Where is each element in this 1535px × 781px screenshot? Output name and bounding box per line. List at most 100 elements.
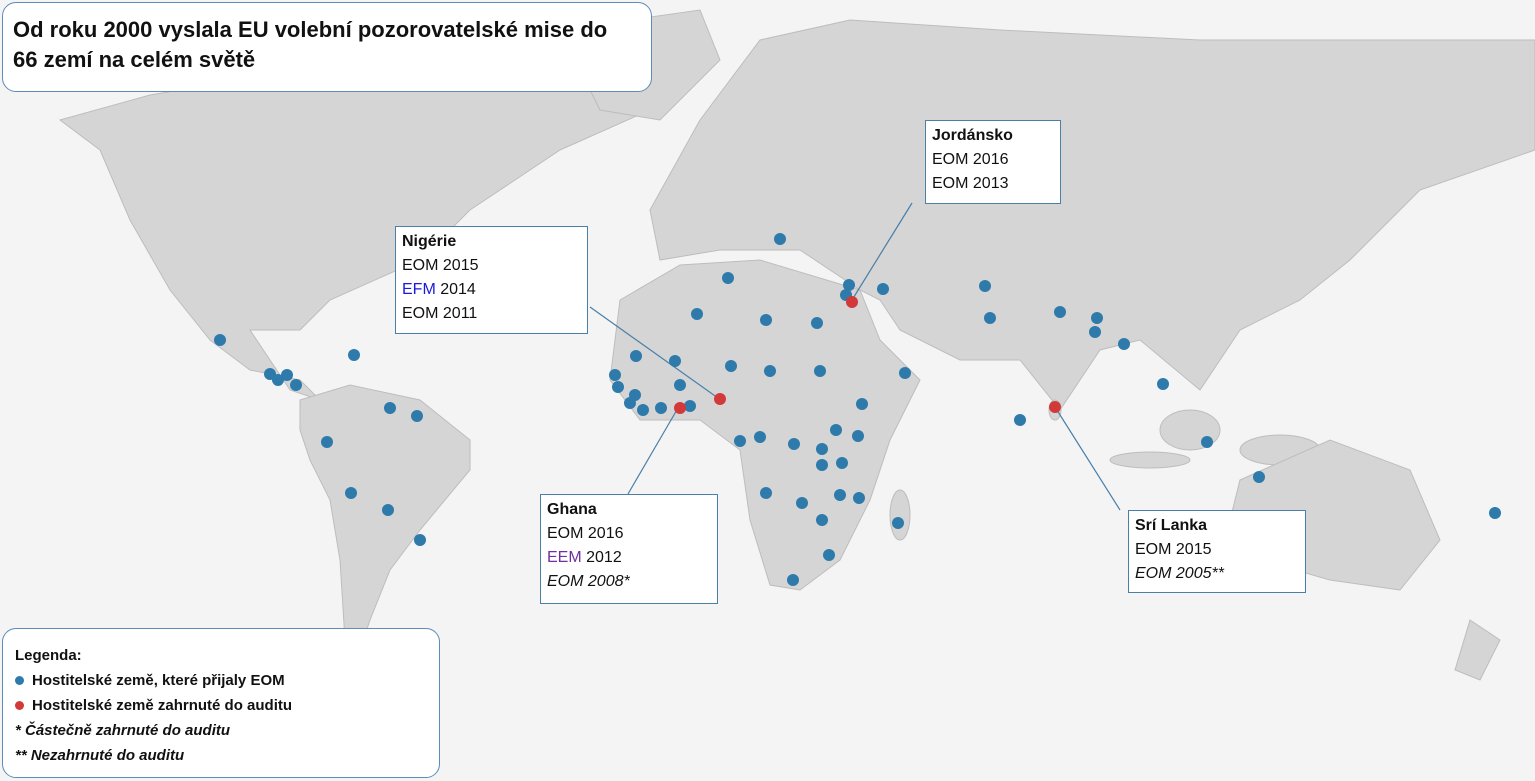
callout: Jordánsko EOM 2016 EOM 2013: [925, 120, 1061, 204]
audit-markers: [674, 296, 1061, 414]
mission-code: EOM: [547, 573, 584, 590]
mission-year: 2015: [1175, 541, 1212, 558]
country-marker: [856, 398, 868, 410]
legend-note: * Částečně zahrnuté do auditu: [15, 722, 231, 739]
audited-country-marker: [714, 393, 726, 405]
country-marker: [984, 312, 996, 324]
country-marker: [612, 381, 624, 393]
legend-item: Hostitelské země, které přijaly EOM: [15, 668, 427, 693]
country-marker: [892, 517, 904, 529]
callout-line: EOM 2008*: [547, 570, 711, 594]
country-marker: [411, 410, 423, 422]
country-marker: [674, 379, 686, 391]
mission-year: 2005**: [1175, 565, 1224, 582]
callout-line: EOM 2011: [402, 302, 581, 326]
country-marker: [734, 435, 746, 447]
country-marker: [722, 272, 734, 284]
callout-country: Jordánsko: [932, 127, 1013, 144]
country-marker: [760, 487, 772, 499]
country-marker: [811, 317, 823, 329]
mission-code: EOM: [402, 257, 439, 274]
country-marker: [1091, 312, 1103, 324]
country-marker: [272, 374, 284, 386]
country-marker: [1157, 378, 1169, 390]
country-marker: [290, 379, 302, 391]
country-marker: [1118, 338, 1130, 350]
legend-note: ** Nezahrnuté do auditu: [15, 747, 185, 764]
mission-year: 2012: [586, 549, 622, 566]
title: Od roku 2000 vyslala EU volební pozorova…: [13, 17, 608, 72]
mission-code: EFM: [402, 281, 436, 298]
callout-country: Nigérie: [402, 233, 457, 250]
country-marker: [1089, 326, 1101, 338]
legend-swatch: [15, 676, 24, 685]
country-marker: [816, 443, 828, 455]
country-marker: [1054, 306, 1066, 318]
country-marker: [609, 369, 621, 381]
country-marker: [830, 424, 842, 436]
country-marker: [691, 308, 703, 320]
country-marker: [899, 367, 911, 379]
leader-lines: [589, 202, 1121, 511]
leader-line: [589, 306, 719, 399]
callout: Ghana EOM 2016 EEM 2012 EOM 2008*: [540, 494, 718, 604]
country-marker: [754, 431, 766, 443]
country-marker: [321, 436, 333, 448]
legend-label: Hostitelské země, které přijaly EOM: [32, 672, 285, 689]
country-marker: [624, 397, 636, 409]
country-marker: [816, 514, 828, 526]
eom-markers: [214, 233, 1501, 586]
land: [58, 9, 1535, 681]
mission-year: 2014: [440, 281, 476, 298]
country-marker: [853, 492, 865, 504]
mission-year: 2011: [442, 305, 478, 322]
country-marker: [345, 487, 357, 499]
mission-code: EOM: [1135, 541, 1172, 558]
callout-line: EFM 2014: [402, 278, 581, 302]
legend-label: Hostitelské země zahrnuté do auditu: [32, 697, 293, 714]
country-marker: [414, 534, 426, 546]
mission-code: EOM: [402, 305, 439, 322]
callout-line: EOM 2015: [402, 254, 581, 278]
audited-country-marker: [846, 296, 858, 308]
audited-country-marker: [1049, 401, 1061, 413]
mission-code: EOM: [547, 525, 584, 542]
callout-line: EOM 2016: [547, 522, 711, 546]
country-marker: [348, 349, 360, 361]
legend-title: Legenda:: [15, 647, 82, 664]
callout-line: EOM 2005**: [1135, 562, 1299, 586]
mission-code: EOM: [932, 151, 969, 168]
callout: Nigérie EOM 2015 EFM 2014 EOM 2011: [395, 226, 588, 334]
country-marker: [843, 279, 855, 291]
legend-item: Hostitelské země zahrnuté do auditu: [15, 693, 427, 718]
country-marker: [877, 283, 889, 295]
country-marker: [384, 402, 396, 414]
country-marker: [655, 402, 667, 414]
legend-swatch: [15, 701, 24, 710]
country-marker: [760, 314, 772, 326]
country-marker: [774, 233, 786, 245]
country-marker: [814, 365, 826, 377]
country-marker: [684, 400, 696, 412]
mission-code: EEM: [547, 549, 582, 566]
leader-line: [1054, 406, 1121, 511]
mission-code: EOM: [1135, 565, 1172, 582]
mission-year: 2008*: [587, 573, 630, 590]
country-marker: [816, 459, 828, 471]
country-marker: [1253, 471, 1265, 483]
country-marker: [669, 355, 681, 367]
country-marker: [764, 365, 776, 377]
leader-line: [851, 202, 913, 301]
mission-code: EOM: [932, 175, 969, 192]
leader-line: [627, 407, 679, 495]
country-marker: [1489, 507, 1501, 519]
callout-country: Srí Lanka: [1135, 517, 1208, 534]
country-marker: [214, 334, 226, 346]
country-marker: [787, 574, 799, 586]
country-marker: [637, 404, 649, 416]
audited-country-marker: [674, 402, 686, 414]
title-box: Od roku 2000 vyslala EU volební pozorova…: [2, 2, 652, 92]
country-marker: [834, 489, 846, 501]
